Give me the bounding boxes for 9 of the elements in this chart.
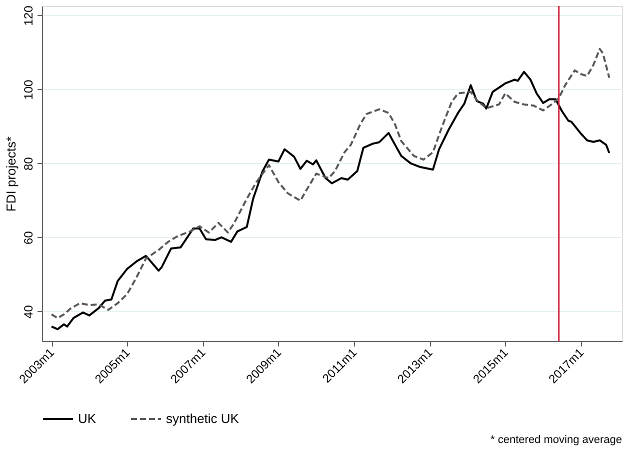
y-axis-title: FDI projects* [4, 136, 18, 212]
y-tick-label: 100 [22, 79, 36, 100]
y-tick-label: 60 [22, 230, 36, 245]
text: * centered moving average [490, 434, 622, 446]
y-tick-label: 80 [22, 156, 36, 170]
legend-label: UK [78, 411, 96, 426]
y-tick-label: 40 [22, 304, 36, 319]
legend-label: synthetic UK [166, 411, 240, 426]
y-tick-label: 120 [22, 5, 36, 26]
